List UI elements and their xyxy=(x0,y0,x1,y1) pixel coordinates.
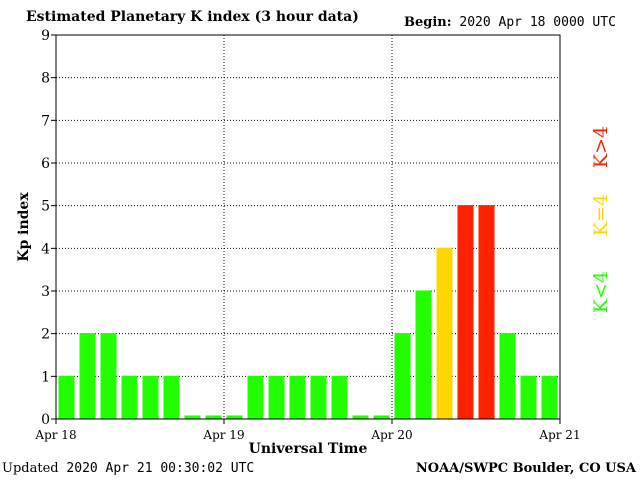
updated-info: Updated 2020 Apr 21 00:30:02 UTC xyxy=(2,461,254,476)
kp-bar xyxy=(499,333,516,419)
chart-title: Estimated Planetary K index (3 hour data… xyxy=(26,9,359,25)
kp-bar xyxy=(436,247,453,419)
kp-bar xyxy=(100,333,117,419)
begin-label: Begin: xyxy=(404,15,452,30)
x-tick-label: Apr 21 xyxy=(538,428,580,442)
y-tick-label: 1 xyxy=(41,369,50,385)
y-tick-label: 3 xyxy=(41,284,50,300)
kp-bar xyxy=(373,415,390,419)
kp-bar xyxy=(226,415,243,419)
y-tick-label: 6 xyxy=(41,156,50,172)
y-tick-label: 2 xyxy=(41,327,50,343)
legend-k-above-4: K>4 xyxy=(590,125,613,169)
kp-bar xyxy=(205,415,222,419)
y-tick-label: 7 xyxy=(41,113,50,129)
y-tick-label: 5 xyxy=(41,199,50,215)
kp-bar xyxy=(394,333,411,419)
updated-label: Updated xyxy=(2,461,59,476)
kp-bar xyxy=(121,375,138,419)
kp-bar xyxy=(520,375,537,419)
y-tick-label: 8 xyxy=(41,71,50,87)
y-axis-label: Kp index xyxy=(16,192,32,262)
kp-bar xyxy=(79,333,96,419)
kp-bar xyxy=(541,375,558,419)
x-tick-label: Apr 19 xyxy=(202,428,244,442)
kp-bar xyxy=(247,375,264,419)
kp-bar xyxy=(289,375,306,419)
kp-bar xyxy=(184,415,201,419)
x-tick-label: Apr 18 xyxy=(34,428,76,442)
kp-bar xyxy=(352,415,369,419)
legend-k-equal-4: K=4 xyxy=(590,193,613,237)
credit-text: NOAA/SWPC Boulder, CO USA xyxy=(415,461,636,476)
kp-bar xyxy=(163,375,180,419)
y-tick-label: 9 xyxy=(41,28,50,44)
legend-k-below-4: K<4 xyxy=(590,270,613,314)
kp-bar xyxy=(331,375,348,419)
plot-frame xyxy=(55,34,561,420)
begin-value: 2020 Apr 18 0000 UTC xyxy=(459,15,616,30)
kp-bar xyxy=(310,375,327,419)
kp-bar xyxy=(142,375,159,419)
kp-bar xyxy=(457,205,474,419)
begin-info: Begin: 2020 Apr 18 0000 UTC xyxy=(404,15,616,30)
y-tick-label: 4 xyxy=(41,241,50,257)
kp-bar xyxy=(478,205,495,419)
x-tick-label: Apr 20 xyxy=(370,428,412,442)
updated-value: 2020 Apr 21 00:30:02 UTC xyxy=(66,461,255,476)
y-tick-label: 0 xyxy=(41,412,50,428)
kp-bar xyxy=(268,375,285,419)
kp-bar xyxy=(58,375,75,419)
x-axis-label: Universal Time xyxy=(249,441,368,457)
kp-bar xyxy=(415,290,432,419)
